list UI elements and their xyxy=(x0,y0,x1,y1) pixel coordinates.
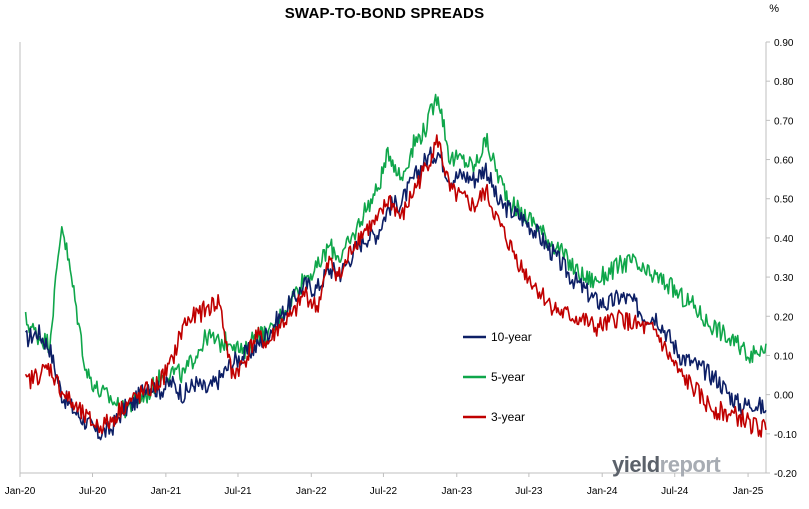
y-tick-label: 0.70 xyxy=(774,116,794,127)
x-tick-label: Jul-20 xyxy=(79,486,107,497)
y-tick-label: -0.10 xyxy=(774,430,797,441)
x-tick-label: Jul-22 xyxy=(370,486,398,497)
x-tick-label: Jan-20 xyxy=(5,486,36,497)
y-tick-label: 0.80 xyxy=(774,77,794,88)
legend-label-5-year: 5-year xyxy=(491,370,525,384)
y-tick-label: 0.30 xyxy=(774,273,794,284)
legend-label-3-year: 3-year xyxy=(491,410,525,424)
y-tick-label: 0.60 xyxy=(774,156,794,167)
legend-label-10-year: 10-year xyxy=(491,330,532,344)
chart-title: SWAP-TO-BOND SPREADS xyxy=(284,5,485,22)
x-tick-label: Jul-23 xyxy=(515,486,543,497)
y-tick-label: 0.10 xyxy=(774,351,794,362)
x-tick-label: Jul-21 xyxy=(224,486,252,497)
series-line-5-year xyxy=(24,93,767,419)
x-tick-label: Jan-25 xyxy=(733,486,764,497)
y-tick-label: -0.20 xyxy=(774,469,797,480)
x-tick-label: Jan-22 xyxy=(296,486,327,497)
y-tick-label: 0.20 xyxy=(774,312,794,323)
y-tick-label: 0.50 xyxy=(774,195,794,206)
x-tick-label: Jan-21 xyxy=(151,486,182,497)
x-tick-label: Jan-23 xyxy=(441,486,472,497)
y-axis-unit: % xyxy=(769,3,779,15)
series-line-10-year xyxy=(24,146,767,441)
x-tick-label: Jan-24 xyxy=(587,486,618,497)
y-tick-label: 0.00 xyxy=(774,391,794,402)
series-line-3-year xyxy=(24,134,767,438)
y-tick-label: 0.40 xyxy=(774,234,794,245)
y-tick-label: 0.90 xyxy=(774,38,794,49)
x-tick-label: Jul-24 xyxy=(661,486,689,497)
yieldreport-logo: yieldreport xyxy=(612,452,721,477)
